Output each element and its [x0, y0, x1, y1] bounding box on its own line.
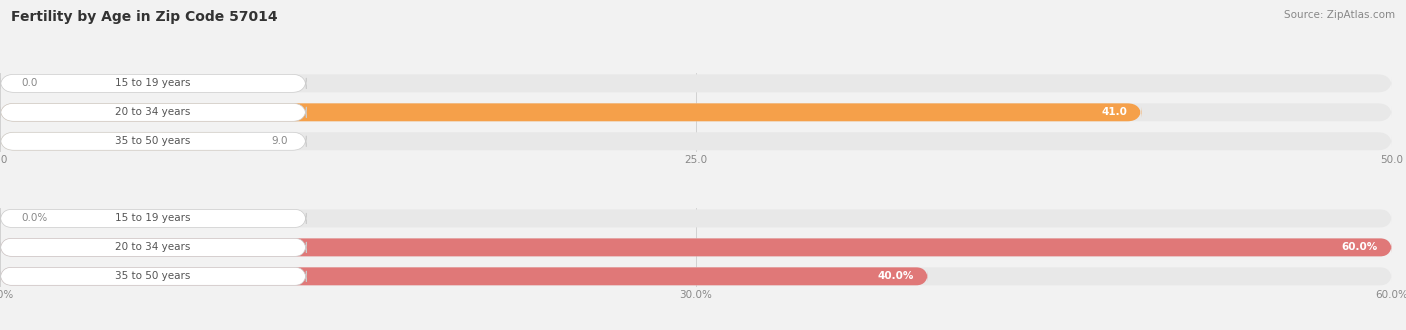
FancyBboxPatch shape — [0, 267, 928, 285]
FancyBboxPatch shape — [0, 238, 307, 256]
FancyBboxPatch shape — [0, 103, 1392, 121]
Text: 41.0: 41.0 — [1101, 107, 1128, 117]
FancyBboxPatch shape — [0, 74, 307, 92]
FancyBboxPatch shape — [0, 132, 307, 150]
Text: 20 to 34 years: 20 to 34 years — [115, 242, 191, 252]
FancyBboxPatch shape — [0, 267, 307, 285]
FancyBboxPatch shape — [0, 210, 1392, 227]
Text: 15 to 19 years: 15 to 19 years — [115, 78, 191, 88]
FancyBboxPatch shape — [0, 103, 307, 121]
Text: 40.0%: 40.0% — [877, 271, 914, 281]
FancyBboxPatch shape — [0, 132, 1392, 150]
Text: 35 to 50 years: 35 to 50 years — [115, 136, 191, 146]
Text: Fertility by Age in Zip Code 57014: Fertility by Age in Zip Code 57014 — [11, 10, 278, 24]
Text: 35 to 50 years: 35 to 50 years — [115, 271, 191, 281]
FancyBboxPatch shape — [0, 132, 250, 150]
FancyBboxPatch shape — [0, 267, 1392, 285]
FancyBboxPatch shape — [0, 238, 1392, 256]
Text: 0.0%: 0.0% — [21, 214, 48, 223]
Text: 20 to 34 years: 20 to 34 years — [115, 107, 191, 117]
FancyBboxPatch shape — [0, 103, 1142, 121]
Text: 0.0: 0.0 — [21, 78, 37, 88]
Text: 15 to 19 years: 15 to 19 years — [115, 214, 191, 223]
Text: 9.0: 9.0 — [271, 136, 288, 146]
FancyBboxPatch shape — [0, 210, 307, 227]
Text: 60.0%: 60.0% — [1341, 242, 1378, 252]
FancyBboxPatch shape — [0, 74, 1392, 92]
FancyBboxPatch shape — [0, 238, 1392, 256]
Text: Source: ZipAtlas.com: Source: ZipAtlas.com — [1284, 10, 1395, 20]
